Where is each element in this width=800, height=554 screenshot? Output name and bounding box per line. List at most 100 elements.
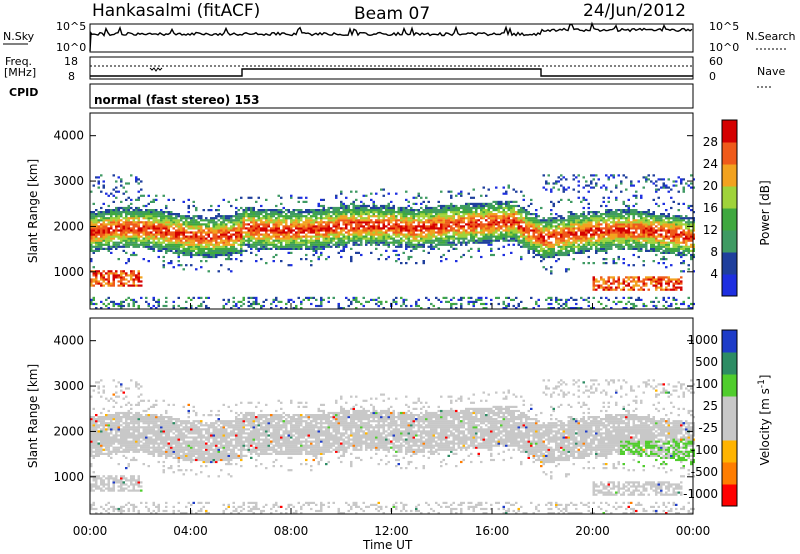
- power-cell: [132, 227, 135, 230]
- power-cell: [160, 219, 163, 222]
- power-cell: [260, 258, 263, 261]
- power-cell: [255, 241, 258, 244]
- power-cell: [390, 235, 393, 238]
- power-cell: [195, 243, 198, 246]
- power-cell: [550, 251, 553, 254]
- power-cell: [637, 239, 640, 242]
- power-cell: [295, 219, 298, 222]
- power-cell: [250, 245, 253, 248]
- power-cell: [482, 206, 485, 210]
- power-cell: [225, 247, 228, 250]
- power-cell: [570, 200, 573, 203]
- power-cell: [182, 215, 185, 218]
- power-cell: [150, 233, 153, 236]
- power-cell: [335, 213, 338, 216]
- power-cell: [280, 229, 283, 232]
- power-cell: [97, 272, 100, 275]
- power-cell: [352, 217, 355, 220]
- power-cell: [410, 233, 413, 236]
- power-cell: [647, 178, 650, 181]
- power-cell: [505, 204, 508, 208]
- power-cell: [642, 245, 645, 248]
- power-cell: [135, 213, 138, 216]
- power-cell: [432, 227, 435, 230]
- power-cell: [482, 223, 485, 226]
- power-cell: [135, 253, 138, 257]
- power-cell: [620, 300, 623, 303]
- power-cell: [610, 241, 613, 244]
- power-cell: [177, 237, 180, 240]
- power-cell: [210, 247, 213, 250]
- power-cell: [577, 229, 580, 232]
- power-cell: [222, 231, 225, 234]
- power-cell: [202, 223, 205, 226]
- power-cell: [585, 298, 588, 301]
- power-cell: [610, 209, 613, 212]
- power-cell: [330, 245, 333, 248]
- power-cell: [115, 272, 118, 275]
- power-cell: [225, 239, 228, 242]
- power-cell: [537, 225, 540, 228]
- power-cell: [587, 247, 590, 250]
- power-cell: [190, 227, 193, 230]
- power-cell: [495, 235, 498, 238]
- power-cell: [100, 229, 103, 232]
- power-cell: [460, 221, 463, 224]
- power-cell: [517, 243, 520, 246]
- power-cell: [612, 217, 615, 220]
- power-cell: [600, 276, 603, 279]
- power-cell: [130, 272, 133, 275]
- power-cell: [412, 202, 415, 205]
- power-cell: [387, 219, 390, 222]
- power-cell: [432, 217, 435, 220]
- power-cell: [120, 211, 123, 214]
- power-cell: [135, 237, 138, 240]
- power-cell: [372, 231, 375, 234]
- power-cell: [545, 243, 548, 246]
- power-cell: [372, 206, 375, 210]
- power-cell: [485, 219, 488, 222]
- power-cell: [375, 227, 378, 230]
- power-cell: [252, 221, 255, 224]
- power-cell: [445, 217, 448, 220]
- power-cell: [95, 231, 98, 234]
- power-cell: [215, 215, 218, 218]
- power-cell: [280, 211, 283, 214]
- power-cell: [540, 245, 543, 248]
- power-cell: [300, 300, 303, 303]
- power-cell: [297, 233, 300, 236]
- power-cell: [637, 219, 640, 222]
- power-cell: [240, 241, 243, 244]
- power-cell: [470, 217, 473, 220]
- power-cell: [105, 239, 108, 242]
- power-cell: [240, 206, 243, 210]
- power-cell: [365, 243, 368, 246]
- power-cell: [365, 206, 368, 210]
- power-cell: [562, 302, 565, 306]
- power-cell: [352, 296, 355, 299]
- power-cell: [615, 225, 618, 228]
- power-cell: [165, 243, 168, 246]
- power-cell: [420, 307, 423, 310]
- power-cell: [332, 217, 335, 220]
- power-cell: [487, 202, 490, 205]
- power-cell: [337, 227, 340, 230]
- power-cell: [305, 247, 308, 250]
- power-cell: [582, 233, 585, 236]
- power-cell: [402, 215, 405, 218]
- power-cell: [572, 178, 575, 181]
- power-cell: [280, 237, 283, 240]
- power-cell: [630, 225, 633, 228]
- power-cell: [572, 174, 575, 177]
- power-cell: [410, 229, 413, 232]
- power-cell: [642, 233, 645, 236]
- power-cell: [107, 194, 110, 197]
- power-cell: [457, 227, 460, 230]
- power-cell: [257, 241, 260, 244]
- power-cell: [482, 186, 485, 189]
- power-cell: [407, 241, 410, 244]
- power-cell: [607, 241, 610, 244]
- power-cell: [632, 304, 635, 308]
- power-cell: [315, 249, 318, 252]
- power-cell: [520, 300, 523, 303]
